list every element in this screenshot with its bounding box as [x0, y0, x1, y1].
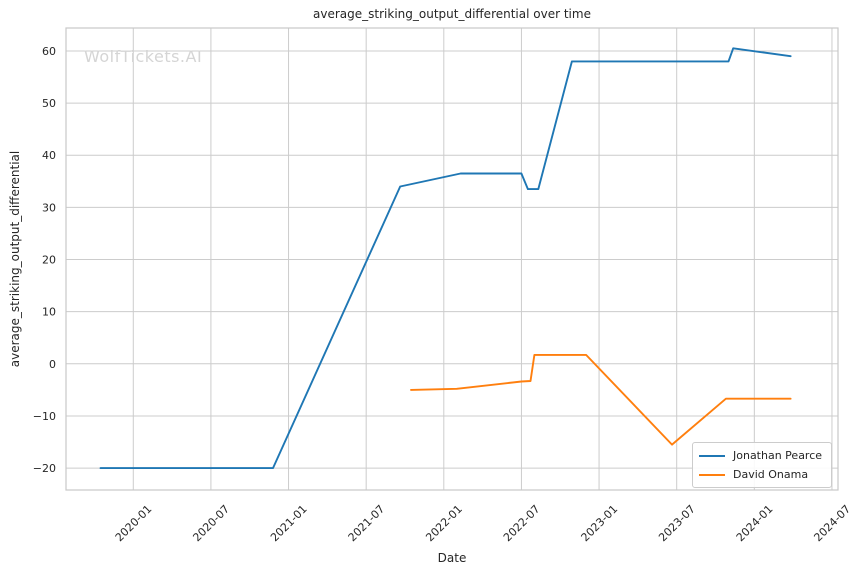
chart-title: average_striking_output_differential ove…: [313, 7, 591, 21]
legend-line-swatch-david-onama: [699, 473, 725, 476]
series-line-jonathan-pearce: [99, 47, 792, 470]
y-tick-label: −10: [33, 410, 56, 423]
legend-line-swatch-jonathan-pearce: [699, 454, 725, 457]
y-tick-label: 50: [42, 97, 56, 110]
x-axis-label: Date: [437, 551, 467, 565]
y-tick-label: 30: [42, 201, 56, 214]
y-tick-label: 0: [49, 358, 56, 371]
x-tick-label: 2020-07: [190, 503, 232, 545]
y-tick-label: 40: [42, 149, 56, 162]
y-tick-label: 60: [42, 45, 56, 58]
legend-label-david-onama: David Onama: [733, 468, 809, 481]
plot-border: [65, 27, 839, 491]
x-tick-label: 2024-01: [734, 503, 776, 545]
x-tick-label: 2021-01: [268, 503, 310, 545]
y-tick-label: −20: [33, 462, 56, 475]
x-tick-label: 2021-07: [346, 503, 388, 545]
x-tick-label: 2023-01: [579, 503, 621, 545]
legend-item-david-onama: David Onama: [699, 468, 822, 481]
legend-label-jonathan-pearce: Jonathan Pearce: [733, 449, 823, 462]
x-tick-label: 2022-07: [501, 503, 543, 545]
series-line-david-onama: [410, 353, 792, 446]
legend: Jonathan Pearce David Onama: [692, 442, 833, 488]
x-tick-label: 2020-01: [113, 503, 155, 545]
legend-item-jonathan-pearce: Jonathan Pearce: [699, 449, 822, 462]
x-tick-label: 2022-01: [423, 503, 465, 545]
watermark: WolfTickets.AI: [84, 47, 203, 66]
y-tick-label: 20: [42, 254, 56, 267]
x-tick-label: 2023-07: [656, 503, 698, 545]
y-tick-label: 10: [42, 306, 56, 319]
x-tick-label: 2024-07: [811, 503, 853, 545]
y-axis-label: average_striking_output_differential: [8, 150, 22, 368]
plot-background: [66, 28, 838, 490]
